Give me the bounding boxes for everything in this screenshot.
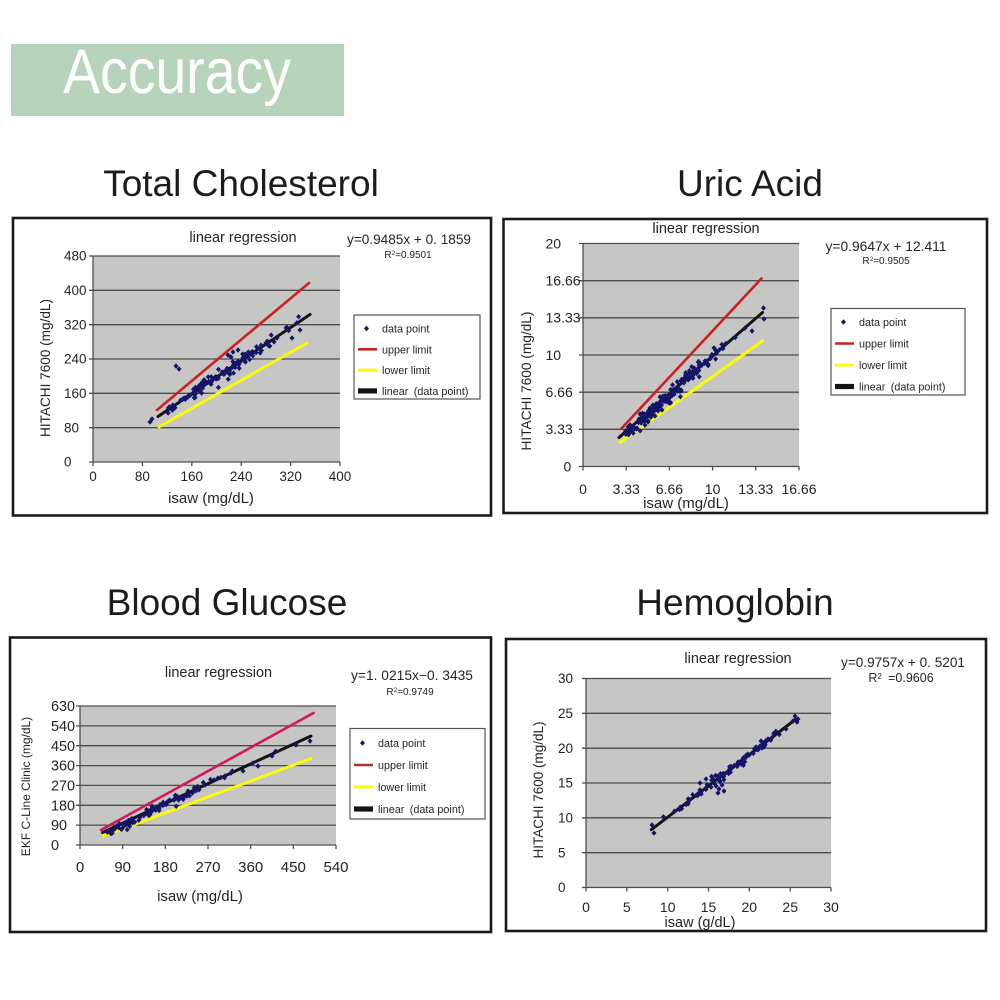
svg-text:6.66: 6.66	[546, 384, 573, 400]
svg-text:160: 160	[181, 469, 204, 484]
svg-text:80: 80	[135, 469, 150, 484]
svg-text:30: 30	[823, 899, 839, 915]
svg-text:16.66: 16.66	[546, 273, 581, 289]
svg-text:R2=0.9505: R2=0.9505	[862, 256, 910, 267]
svg-text:320: 320	[64, 317, 87, 332]
svg-text:linear regression: linear regression	[165, 665, 272, 681]
svg-text:15: 15	[701, 899, 717, 915]
svg-text:20: 20	[546, 235, 562, 251]
svg-text:lower limit: lower limit	[382, 365, 430, 377]
svg-text:360: 360	[238, 859, 263, 876]
svg-text:180: 180	[153, 859, 178, 876]
svg-text:y=0.9485x + 0. 1859: y=0.9485x + 0. 1859	[347, 232, 471, 247]
svg-text:270: 270	[195, 859, 220, 876]
svg-text:30: 30	[558, 671, 573, 686]
svg-text:linear (data point): linear (data point)	[382, 386, 468, 398]
svg-text:360: 360	[51, 759, 75, 775]
svg-text:13.33: 13.33	[738, 481, 773, 497]
svg-text:400: 400	[64, 283, 87, 298]
svg-text:160: 160	[64, 386, 87, 401]
svg-text:90: 90	[51, 818, 67, 834]
svg-text:400: 400	[329, 469, 352, 484]
svg-text:450: 450	[281, 859, 306, 876]
svg-text:isaw (mg/dL): isaw (mg/dL)	[168, 490, 254, 507]
svg-text:lower limit: lower limit	[859, 360, 907, 372]
svg-text:y=1. 0215x−0. 3435: y=1. 0215x−0. 3435	[351, 668, 473, 683]
svg-text:240: 240	[230, 469, 253, 484]
svg-text:R2=0.9749: R2=0.9749	[386, 687, 434, 698]
svg-text:0: 0	[51, 838, 59, 854]
svg-text:450: 450	[51, 739, 75, 755]
svg-text:upper limit: upper limit	[382, 344, 432, 356]
svg-text:480: 480	[64, 249, 87, 264]
svg-text:5: 5	[623, 899, 631, 915]
svg-text:data point: data point	[859, 317, 906, 329]
svg-text:20: 20	[742, 899, 758, 915]
svg-text:upper limit: upper limit	[378, 760, 428, 772]
svg-text:linear (data point): linear (data point)	[378, 804, 464, 816]
svg-text:isaw (mg/dL): isaw (mg/dL)	[643, 495, 729, 512]
svg-text:10: 10	[660, 899, 676, 915]
svg-text:20: 20	[558, 741, 573, 756]
svg-text:isaw (g/dL): isaw (g/dL)	[665, 915, 736, 931]
svg-text:25: 25	[558, 706, 573, 721]
svg-text:240: 240	[64, 352, 87, 367]
svg-text:EKF C-Line Clinic (mg/dL): EKF C-Line Clinic (mg/dL)	[19, 717, 33, 856]
svg-text:HITACHI 7600 (mg/dL): HITACHI 7600 (mg/dL)	[38, 299, 53, 437]
svg-text:R2 =0.9606: R2 =0.9606	[868, 671, 933, 685]
svg-text:320: 320	[279, 469, 302, 484]
svg-text:25: 25	[782, 899, 798, 915]
svg-text:90: 90	[114, 859, 131, 876]
svg-text:0: 0	[76, 859, 84, 876]
svg-text:80: 80	[64, 420, 79, 435]
svg-text:3.33: 3.33	[613, 481, 640, 497]
svg-text:data point: data point	[382, 324, 429, 336]
svg-text:3.33: 3.33	[546, 421, 573, 437]
svg-text:lower limit: lower limit	[378, 782, 426, 794]
svg-text:HITACHI 7600 (mg/dL): HITACHI 7600 (mg/dL)	[531, 721, 546, 858]
svg-text:linear regression: linear regression	[652, 221, 759, 237]
svg-text:y=0.9757x + 0. 5201: y=0.9757x + 0. 5201	[841, 655, 965, 670]
svg-text:10: 10	[546, 347, 562, 363]
svg-text:0: 0	[564, 458, 572, 474]
svg-text:isaw (mg/dL): isaw (mg/dL)	[157, 888, 243, 905]
svg-text:6.66: 6.66	[656, 481, 683, 497]
svg-text:0: 0	[579, 481, 587, 497]
svg-text:linear (data point): linear (data point)	[859, 382, 945, 394]
svg-text:15: 15	[558, 776, 573, 791]
svg-text:upper limit: upper limit	[859, 339, 909, 351]
svg-text:HITACHI 7600 (mg/dL): HITACHI 7600 (mg/dL)	[519, 312, 534, 451]
svg-text:0: 0	[64, 455, 72, 470]
svg-text:R2=0.9501: R2=0.9501	[384, 250, 432, 261]
svg-text:linear regression: linear regression	[684, 651, 791, 667]
svg-text:16.66: 16.66	[781, 481, 816, 497]
svg-text:10: 10	[705, 481, 721, 497]
svg-text:0: 0	[582, 899, 590, 915]
svg-text:0: 0	[558, 880, 566, 895]
svg-text:630: 630	[51, 699, 75, 715]
svg-text:linear regression: linear regression	[189, 230, 296, 246]
svg-text:0: 0	[89, 469, 97, 484]
svg-text:data point: data point	[378, 738, 425, 750]
svg-text:13.33: 13.33	[546, 310, 581, 326]
svg-text:10: 10	[558, 811, 573, 826]
svg-text:y=0.9647x + 12.411: y=0.9647x + 12.411	[826, 239, 947, 254]
svg-text:540: 540	[51, 719, 75, 735]
svg-text:180: 180	[51, 798, 75, 814]
svg-text:5: 5	[558, 845, 566, 860]
svg-text:540: 540	[323, 859, 348, 876]
svg-text:270: 270	[51, 779, 75, 795]
